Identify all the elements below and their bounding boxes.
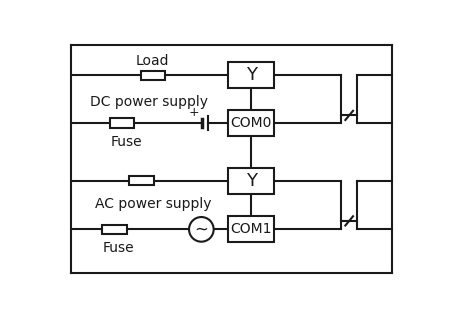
Text: DC power supply: DC power supply xyxy=(90,94,208,108)
Text: AC power supply: AC power supply xyxy=(95,197,211,211)
Text: Y: Y xyxy=(246,66,257,84)
Bar xyxy=(228,110,274,136)
Text: COM1: COM1 xyxy=(231,222,272,236)
Text: +: + xyxy=(188,106,199,119)
Bar xyxy=(228,216,274,243)
Text: Y: Y xyxy=(246,172,257,190)
Bar xyxy=(129,176,154,186)
Text: ~: ~ xyxy=(194,220,209,238)
Circle shape xyxy=(189,217,214,242)
Text: Fuse: Fuse xyxy=(110,135,142,149)
Bar xyxy=(228,62,274,88)
Bar xyxy=(140,71,165,80)
Bar xyxy=(228,168,274,194)
Text: COM0: COM0 xyxy=(231,116,272,130)
Text: Load: Load xyxy=(136,54,170,68)
Text: Fuse: Fuse xyxy=(103,241,135,255)
Bar xyxy=(102,225,127,234)
Bar xyxy=(109,118,134,128)
